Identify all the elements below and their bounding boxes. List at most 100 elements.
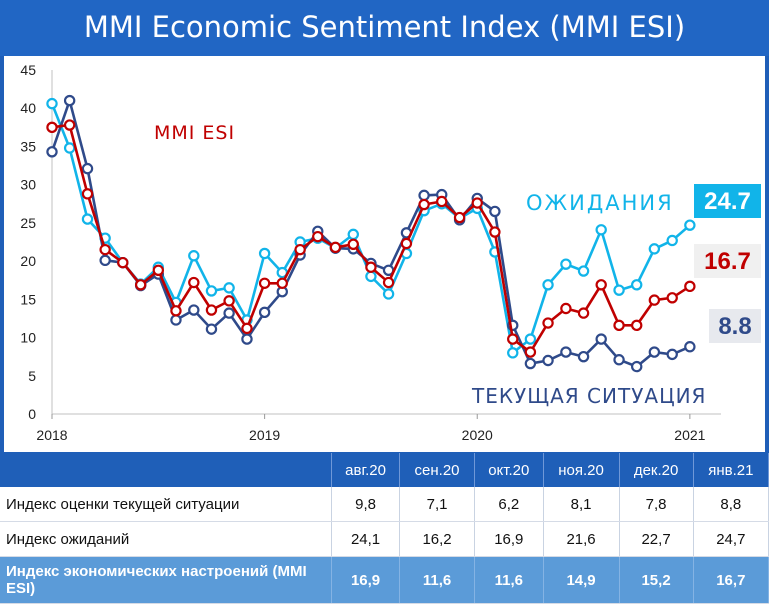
table-cell: 8,1	[543, 487, 620, 522]
data-point-current	[258, 306, 271, 319]
end-label-box-esi	[694, 244, 761, 278]
table-cell: 9,8	[331, 487, 401, 522]
y-tick-label: 0	[28, 406, 36, 422]
table-cell: 24,7	[693, 521, 769, 557]
y-tick-label: 45	[20, 62, 36, 78]
data-point-current	[524, 357, 537, 370]
data-point-current	[684, 341, 696, 353]
data-point-current	[223, 307, 235, 319]
data-point-esi	[46, 121, 58, 134]
data-point-expectations	[560, 258, 572, 270]
table-row: Индекс ожиданий 24,1 16,2 16,9 21,6 22,7…	[0, 521, 769, 557]
data-point-esi	[684, 280, 696, 293]
data-point-expectations	[258, 247, 271, 260]
data-point-esi	[117, 256, 129, 269]
column-header: сен.20	[399, 453, 475, 487]
table-cell: 14,9	[543, 556, 620, 604]
data-point-current	[489, 205, 501, 218]
data-point-esi	[223, 295, 235, 307]
data-point-expectations	[365, 270, 377, 283]
data-point-expectations	[684, 219, 696, 231]
table-cell: 16,7	[693, 556, 769, 604]
data-point-esi	[258, 277, 271, 289]
data-point-esi	[418, 198, 430, 211]
y-tick-label: 40	[20, 100, 36, 116]
data-point-expectations	[81, 213, 94, 225]
data-point-expectations	[595, 224, 607, 236]
data-point-esi	[365, 261, 377, 273]
table-header-row: авг.20 сен.20 окт.20 ноя.20 дек.20 янв.2…	[0, 453, 769, 487]
table-cell: 16,9	[331, 556, 401, 604]
data-point-current	[63, 94, 76, 107]
data-point-expectations	[223, 282, 235, 294]
data-point-current	[170, 314, 182, 326]
data-point-expectations	[577, 265, 590, 277]
series-line-esi	[51, 123, 691, 354]
data-point-esi	[188, 276, 200, 289]
data-point-expectations	[631, 279, 643, 291]
x-tick-label: 2019	[249, 427, 280, 443]
table-cell: 16,9	[474, 521, 544, 557]
data-point-expectations	[347, 228, 359, 241]
data-point-esi	[595, 279, 607, 291]
data-point-esi	[170, 305, 182, 317]
data-point-esi	[453, 211, 466, 224]
series-line-expectations	[50, 103, 691, 356]
data-point-esi	[99, 243, 111, 256]
data-point-esi	[577, 307, 590, 319]
data-point-esi	[507, 333, 519, 345]
data-point-current	[613, 354, 625, 366]
data-point-current	[81, 162, 94, 175]
data-point-esi	[400, 237, 413, 250]
data-point-esi	[205, 304, 218, 316]
data-point-esi	[436, 195, 448, 208]
y-tick-label: 15	[20, 291, 36, 307]
chart: 0 5 10 15 20 25 30 35 40 45 2018 2019 2020 2021 MMI ES…	[20, 62, 761, 443]
data-point-esi	[63, 119, 76, 131]
table-cell: 6,2	[474, 487, 544, 522]
data-point-current	[595, 333, 607, 345]
data-point-expectations	[507, 347, 519, 359]
data-point-esi	[560, 302, 572, 315]
row-label: Индекс ожиданий	[0, 521, 332, 557]
table-row: Индекс оценки текущей ситуации 9,8 7,1 6…	[0, 487, 769, 522]
y-tick-label: 35	[20, 138, 36, 154]
table-cell: 11,6	[474, 556, 544, 604]
column-header: янв.21	[693, 453, 769, 487]
data-point-esi	[542, 317, 554, 329]
column-header: авг.20	[331, 453, 401, 487]
data-point-expectations	[542, 279, 554, 291]
data-point-esi	[631, 319, 643, 332]
data-point-expectations	[188, 250, 200, 262]
data-point-expectations	[613, 284, 625, 296]
data-point-current	[241, 333, 253, 345]
data-point-current	[418, 189, 430, 202]
data-point-current	[648, 346, 661, 358]
row-label: Индекс оценки текущей ситуации	[0, 487, 332, 522]
x-tick-label: 2021	[674, 427, 705, 443]
data-point-current	[560, 346, 572, 358]
page-title: MMI Economic Sentiment Index (MMI ESI)	[0, 0, 769, 56]
series-annotation-expectations: ОЖИДАНИЯ	[526, 191, 674, 215]
data-point-esi	[134, 279, 147, 291]
data-point-esi	[648, 294, 661, 306]
data-point-current	[577, 350, 590, 363]
table-cell: 8,8	[693, 487, 769, 522]
data-point-expectations	[205, 285, 218, 297]
end-label-box-expectations	[694, 184, 761, 218]
table-cell: 24,1	[331, 521, 401, 557]
table-cell: 7,8	[619, 487, 694, 522]
column-header: ноя.20	[543, 453, 620, 487]
data-point-esi	[276, 277, 288, 289]
data-point-esi	[471, 197, 483, 209]
end-label-expectations: 24.7	[704, 188, 751, 215]
data-point-expectations	[666, 234, 678, 247]
x-tick-label: 2020	[462, 427, 493, 443]
data-point-current	[46, 146, 58, 158]
end-label-current: 8.8	[718, 313, 751, 340]
data-point-current	[188, 304, 200, 316]
data-point-esi	[524, 346, 537, 358]
table-cell: 11,6	[399, 556, 475, 604]
table-cell: 7,1	[399, 487, 475, 522]
data-point-esi	[666, 292, 678, 304]
